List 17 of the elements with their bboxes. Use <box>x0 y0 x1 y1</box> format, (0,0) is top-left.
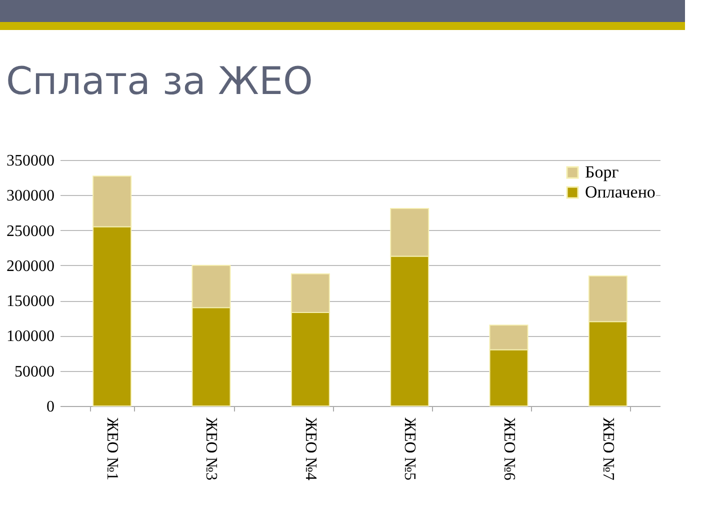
x-tick-label: ЖЕО №5 <box>401 418 418 480</box>
x-tick-label: ЖЕО №1 <box>104 418 121 480</box>
x-tick-label: ЖЕО №7 <box>599 418 616 480</box>
y-tick-label: 150000 <box>6 293 54 310</box>
legend-label: Оплачено <box>585 182 656 202</box>
y-tick-label: 200000 <box>6 258 54 275</box>
y-tick-label: 300000 <box>6 188 54 205</box>
legend-label: Борг <box>585 162 619 182</box>
y-tick-label: 0 <box>46 398 54 416</box>
y-tick-label: 350000 <box>6 152 54 170</box>
x-tick-label: ЖЕО №3 <box>202 418 220 480</box>
chart-title: Сплата за ЖЕО <box>6 59 313 103</box>
x-tick-label: ЖЕО №4 <box>302 418 319 480</box>
y-tick-label: 50000 <box>14 363 54 380</box>
x-tick-label: ЖЕО №6 <box>500 418 518 480</box>
y-tick-label: 250000 <box>6 222 54 240</box>
y-tick-label: 100000 <box>6 328 54 346</box>
